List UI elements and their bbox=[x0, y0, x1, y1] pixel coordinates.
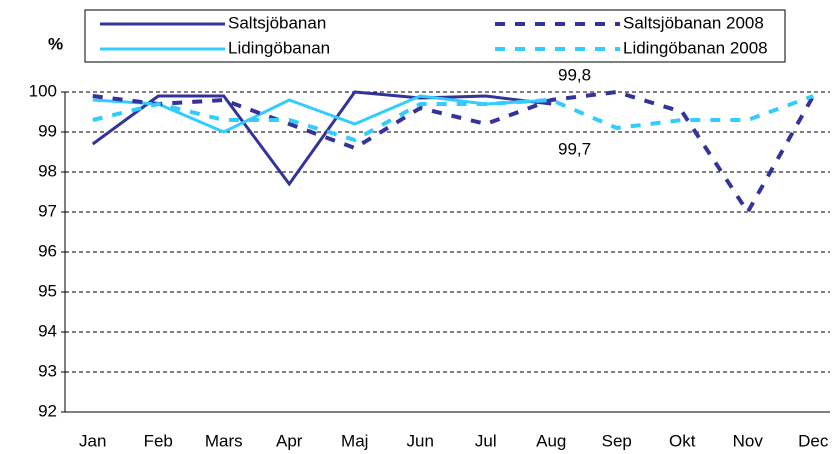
series-line bbox=[92, 94, 552, 134]
series-line bbox=[92, 89, 815, 216]
series-line bbox=[92, 94, 814, 143]
y-axis-label: % bbox=[48, 34, 63, 53]
x-tick-label: Maj bbox=[341, 431, 368, 450]
legend-box bbox=[84, 9, 786, 63]
y-tick-label: 98 bbox=[38, 161, 57, 180]
x-tick-label: Jul bbox=[475, 431, 497, 450]
y-tick-label: 99 bbox=[38, 121, 57, 140]
x-tick-label: Aug bbox=[536, 431, 566, 450]
series-line bbox=[91, 90, 552, 187]
x-tick-label: Jun bbox=[407, 431, 434, 450]
y-tick-label: 97 bbox=[38, 201, 57, 220]
x-tick-label: Dec bbox=[798, 431, 829, 450]
x-tick-label: Nov bbox=[733, 431, 764, 450]
legend-label: Lidingöbanan 2008 bbox=[623, 38, 768, 57]
y-tick-label: 93 bbox=[38, 361, 57, 380]
legend-label: Saltsjöbanan 2008 bbox=[623, 13, 764, 32]
y-tick-label: 100 bbox=[29, 81, 57, 100]
x-tick-label: Sep bbox=[602, 431, 632, 450]
x-tick-label: Feb bbox=[144, 431, 173, 450]
y-tick-label: 95 bbox=[38, 281, 57, 300]
x-tick-label: Apr bbox=[276, 431, 303, 450]
x-tick-label: Mars bbox=[205, 431, 243, 450]
x-tick-label: Okt bbox=[669, 431, 696, 450]
annotation: 99,7 bbox=[558, 139, 591, 158]
x-tick-label: Jan bbox=[79, 431, 106, 450]
y-tick-label: 96 bbox=[38, 241, 57, 260]
annotation: 99,8 bbox=[558, 65, 591, 84]
legend-label: Lidingöbanan bbox=[228, 38, 330, 57]
legend-label: Saltsjöbanan bbox=[228, 13, 326, 32]
y-tick-label: 92 bbox=[38, 401, 57, 420]
y-tick-label: 94 bbox=[38, 321, 57, 340]
